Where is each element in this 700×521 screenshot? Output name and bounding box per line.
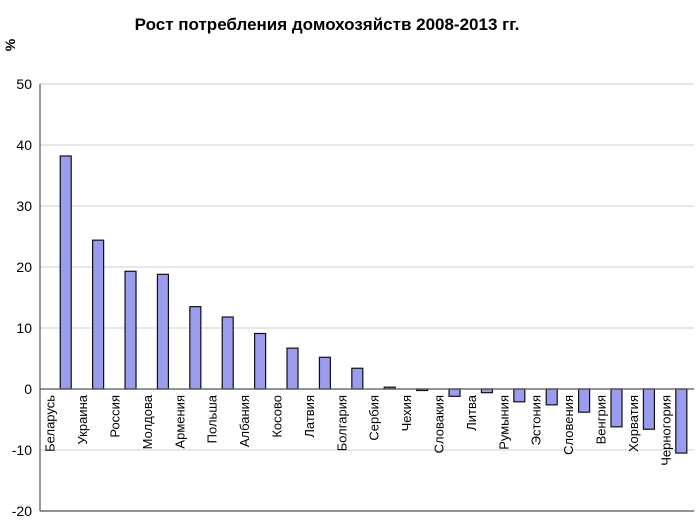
x-tick-label: Армения [172, 395, 187, 449]
x-tick-label: Румыния [496, 395, 511, 450]
y-tick-labels: 50 40 30 20 10 0 -10 -20 [12, 76, 32, 519]
bar [610, 388, 623, 428]
x-tick-label: Эстония [529, 395, 544, 445]
y-tick-label: 50 [16, 76, 32, 92]
x-tick-label: Литва [464, 394, 479, 431]
bar [351, 367, 364, 390]
x-tick-label: Черногория [658, 395, 673, 466]
bar [221, 316, 234, 390]
y-tick-label: 10 [16, 320, 32, 336]
bar [124, 270, 137, 390]
x-tick-label: Венгрия [594, 395, 609, 444]
x-tick-label: Беларусь [43, 395, 58, 452]
x-tick-label: Россия [108, 395, 123, 438]
bar [448, 388, 461, 397]
bar [642, 388, 656, 430]
x-tick-label: Хорватия [626, 395, 641, 452]
gridlines [40, 83, 694, 451]
x-tick-label: Чехия [399, 395, 414, 431]
y-tick-label: -10 [12, 442, 32, 458]
y-axis-label: % [2, 38, 18, 51]
bar [189, 306, 202, 390]
x-tick-label: Албания [237, 395, 252, 447]
bar [675, 388, 688, 454]
y-tick-label: 40 [16, 137, 32, 153]
x-tick-label: Молдова [140, 394, 155, 449]
y-tick-label: -20 [12, 503, 32, 519]
bar [545, 388, 558, 406]
bar [59, 155, 72, 390]
x-tick-label: Латвия [302, 395, 317, 438]
chart-title: Рост потребления домохозяйств 2008-2013 … [135, 15, 520, 34]
bar [254, 332, 267, 390]
y-tick-label: 0 [24, 381, 32, 397]
axes [39, 84, 694, 512]
category-labels: Беларусь Украина Россия Молдова Армения Польш… [43, 394, 674, 466]
x-tick-label: Словакия [432, 395, 447, 453]
x-tick-label: Польша [205, 394, 220, 443]
y-tick-label: 30 [16, 198, 32, 214]
bar [286, 347, 299, 390]
bar [156, 273, 170, 390]
x-tick-label: Болгария [334, 395, 349, 451]
x-tick-label: Косово [270, 395, 285, 438]
x-tick-label: Словения [561, 395, 576, 455]
x-tick-label: Украина [75, 394, 90, 444]
bar [318, 356, 332, 390]
bar [92, 239, 105, 390]
bar [513, 388, 526, 403]
y-tick-label: 20 [16, 259, 32, 275]
x-tick-label: Сербия [367, 395, 382, 441]
bar [578, 388, 591, 413]
